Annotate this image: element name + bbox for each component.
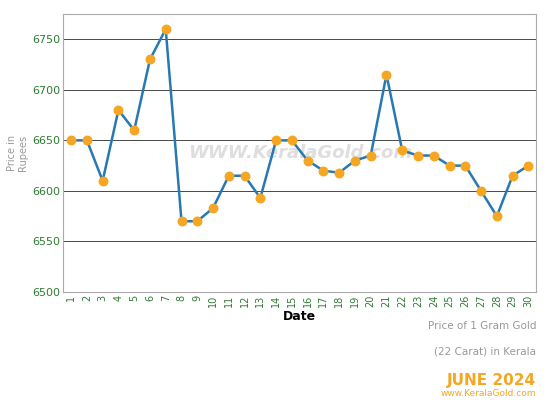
Point bbox=[256, 195, 265, 201]
Point bbox=[382, 72, 391, 78]
Point bbox=[98, 178, 107, 184]
Point bbox=[430, 152, 438, 159]
Point bbox=[114, 107, 123, 113]
Point bbox=[224, 172, 233, 179]
Point bbox=[193, 218, 202, 224]
Point bbox=[303, 157, 312, 164]
Point bbox=[319, 168, 328, 174]
Point bbox=[508, 172, 517, 179]
Point bbox=[366, 152, 375, 159]
Point bbox=[288, 137, 296, 144]
Point bbox=[398, 147, 406, 154]
Point bbox=[350, 157, 359, 164]
X-axis label: Date: Date bbox=[283, 310, 316, 323]
Point bbox=[477, 188, 486, 194]
Text: Price of 1 Gram Gold: Price of 1 Gram Gold bbox=[428, 321, 536, 331]
Point bbox=[82, 137, 91, 144]
Point bbox=[272, 137, 280, 144]
Point bbox=[492, 213, 501, 219]
Point bbox=[414, 152, 422, 159]
Point bbox=[208, 205, 217, 211]
Text: JUNE 2024: JUNE 2024 bbox=[447, 372, 536, 388]
Text: WWW.KeralaGold.com: WWW.KeralaGold.com bbox=[188, 144, 412, 162]
Point bbox=[177, 218, 186, 224]
Point bbox=[240, 172, 249, 179]
Point bbox=[335, 170, 344, 176]
Point bbox=[524, 162, 533, 169]
Text: www.KeralaGold.com: www.KeralaGold.com bbox=[441, 389, 536, 398]
Point bbox=[67, 137, 75, 144]
Text: (22 Carat) in Kerala: (22 Carat) in Kerala bbox=[434, 347, 536, 357]
Y-axis label: Price in
Rupees: Price in Rupees bbox=[7, 135, 28, 171]
Point bbox=[445, 162, 454, 169]
Point bbox=[146, 56, 155, 63]
Point bbox=[461, 162, 470, 169]
Point bbox=[130, 127, 139, 134]
Point bbox=[161, 26, 170, 32]
